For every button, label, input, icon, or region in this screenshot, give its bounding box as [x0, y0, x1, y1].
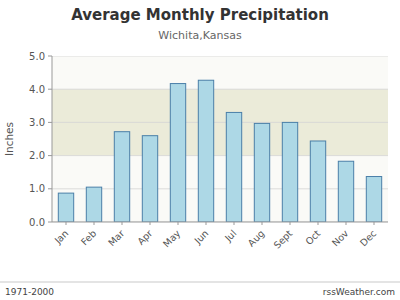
y-tick-label: 2.0 — [29, 150, 45, 161]
x-tick — [150, 222, 151, 225]
grid-line — [52, 122, 388, 123]
bar — [338, 161, 353, 222]
title: Average Monthly Precipitation — [71, 6, 329, 24]
x-tick — [234, 222, 235, 225]
y-tick-label: 4.0 — [29, 84, 45, 95]
y-axis — [52, 56, 53, 222]
chart: Average Monthly Precipitation Wichita,Kan… — [0, 0, 400, 300]
bar — [58, 193, 73, 222]
footer-note: rssWeather.com — [323, 287, 395, 297]
bar — [254, 123, 269, 222]
plot-area — [52, 56, 388, 222]
x-tick — [122, 222, 123, 225]
background — [0, 0, 400, 300]
x-tick — [374, 222, 375, 225]
grid-line — [52, 89, 388, 90]
x-tick-label: Nov — [330, 227, 351, 248]
x-tick — [262, 222, 263, 225]
grid-line — [52, 155, 388, 156]
y-tick — [48, 188, 52, 189]
footer-rule — [0, 282, 400, 283]
x-tick-label: Feb — [79, 228, 99, 248]
bar — [86, 187, 101, 222]
y-axis-label: Inches — [3, 122, 15, 156]
y-tick — [48, 89, 52, 90]
x-tick-label: May — [161, 227, 183, 249]
footer-note: 1971-2000 — [5, 287, 54, 297]
x-tick-label: Mar — [106, 228, 127, 249]
x-tick-label: Jul — [222, 228, 239, 245]
x-tick-label: Dec — [358, 228, 379, 249]
bar — [282, 122, 297, 222]
bar — [310, 141, 325, 222]
grid-line — [52, 56, 388, 57]
x-tick — [346, 222, 347, 225]
x-tick-label: Apr — [135, 228, 154, 247]
x-tick — [66, 222, 67, 225]
bar — [226, 112, 241, 222]
bar — [198, 80, 213, 222]
marks — [52, 56, 388, 222]
grid-line — [52, 222, 388, 223]
grid-line — [52, 188, 388, 189]
y-tick — [48, 56, 52, 57]
y-tick — [48, 155, 52, 156]
x-tick — [206, 222, 207, 225]
y-tick-label: 0.0 — [29, 217, 45, 228]
bar — [142, 136, 157, 222]
band — [52, 89, 388, 155]
bar — [170, 84, 185, 222]
x-tick — [94, 222, 95, 225]
x-tick — [290, 222, 291, 225]
x-tick-label: Aug — [246, 228, 267, 249]
x-tick-label: Oct — [303, 227, 323, 247]
bar — [114, 132, 129, 222]
y-tick-label: 1.0 — [29, 183, 45, 194]
y-tick — [48, 122, 52, 123]
subtitle: Wichita,Kansas — [158, 29, 242, 42]
x-tick-label: Jan — [52, 228, 71, 247]
x-tick-label: Jun — [191, 228, 210, 247]
y-tick-label: 3.0 — [29, 117, 45, 128]
x-axis — [52, 222, 388, 223]
x-tick — [178, 222, 179, 225]
y-tick — [48, 222, 52, 223]
x-tick-label: Sept — [271, 227, 294, 250]
y-tick-label: 5.0 — [29, 51, 45, 62]
x-tick — [318, 222, 319, 225]
bar — [366, 177, 381, 222]
